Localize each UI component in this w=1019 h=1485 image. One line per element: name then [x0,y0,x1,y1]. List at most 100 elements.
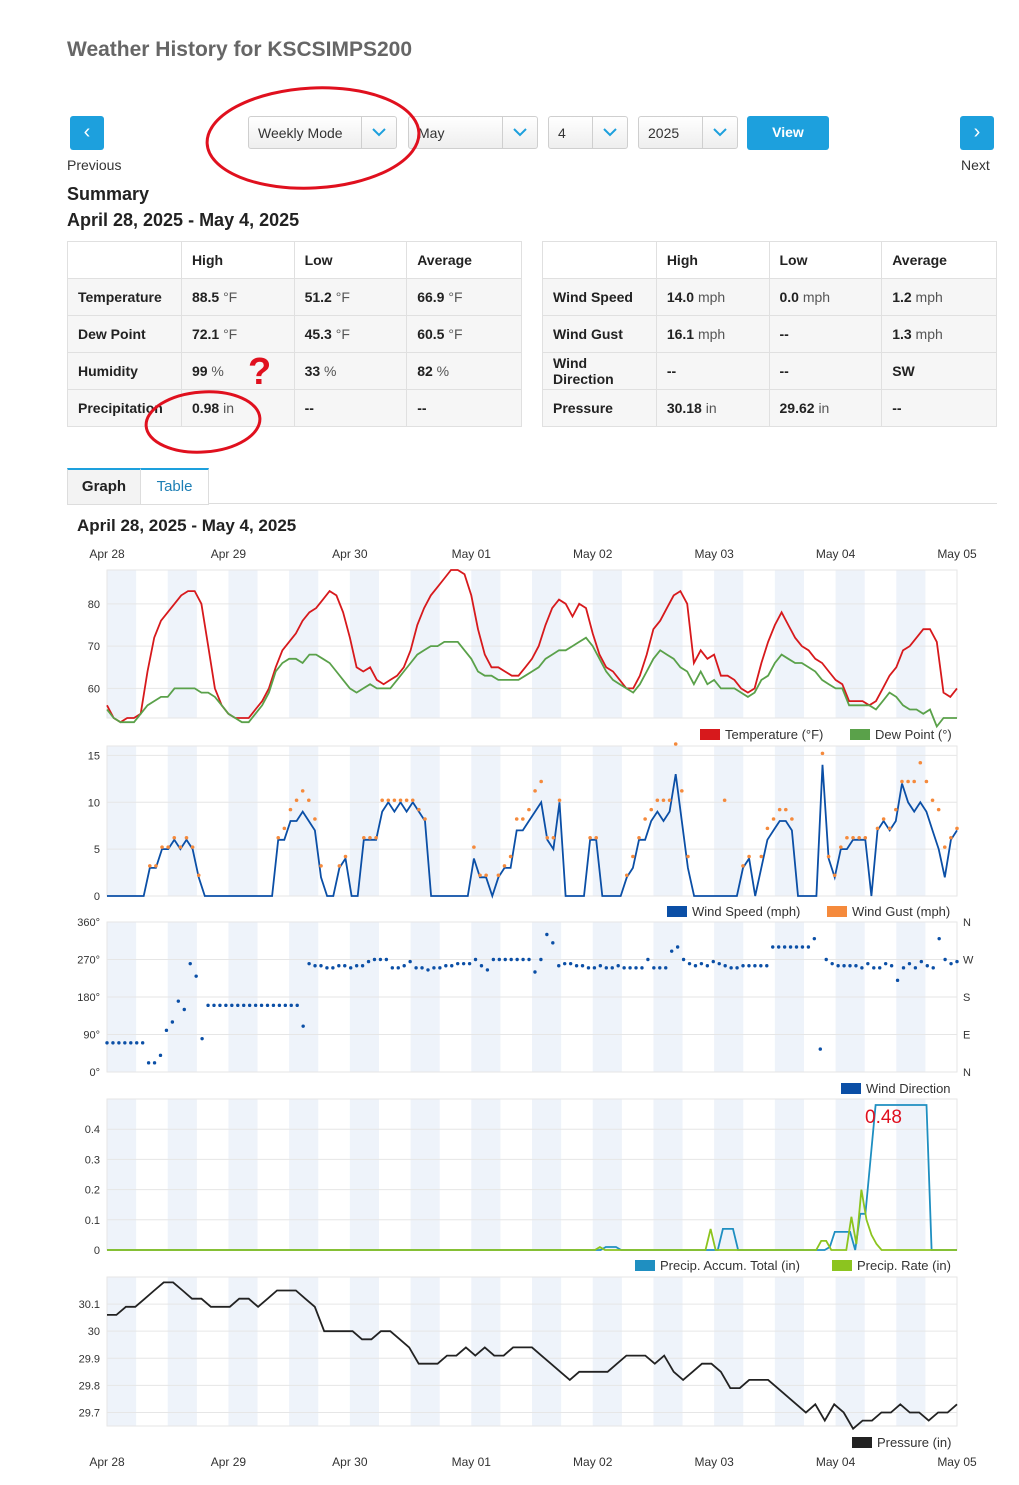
wind-direction-point [146,1061,151,1065]
night-band [349,570,379,718]
wind-gust-point [820,751,825,756]
wind-direction-point [717,961,721,966]
wind-gust-point [747,854,751,859]
wind-direction-point [765,964,769,968]
night-band [471,1277,501,1426]
wind-direction-point [562,961,567,966]
wind-gust-point [588,835,592,840]
wind-direction-point [313,964,317,968]
previous-button[interactable]: ‹ [70,116,104,150]
wind-direction-point [782,945,787,949]
wind-direction-point [152,1061,157,1065]
wind-direction-point [878,966,882,970]
wind-gust-point [484,873,488,878]
cell-high: 14.0 mph [655,278,770,316]
table-header: Low [293,241,408,279]
wind-gust-point [900,779,904,784]
wind-gust-point [496,873,501,878]
y-tick-label: 15 [88,750,100,762]
x-tick-label-top: May 01 [452,547,492,561]
wind-direction-point [527,957,531,962]
wind-direction-point [610,966,614,970]
night-band [167,1277,197,1426]
wind-gust-point [417,807,421,812]
x-tick-label-bottom: Apr 29 [211,1455,247,1469]
wind-direction-point [384,957,389,962]
wind-gust-point [924,779,929,784]
legend-swatch-temperature [700,729,720,740]
cell-low: 51.2 °F [293,278,408,316]
wind-gust-point [276,835,281,840]
legend-swatch-precip-rate [832,1260,852,1271]
night-band [714,746,744,896]
day-select[interactable]: 4 [548,116,628,149]
wind-direction-point [473,957,478,962]
wind-direction-point [420,966,424,970]
table-header: High [180,241,295,279]
wind-gust-point [166,845,170,849]
chevron-right-icon: › [973,121,981,143]
precip-rate-line [107,1189,957,1251]
legend-swatch-dew-point [850,729,870,740]
wind-direction-point [539,957,543,962]
chevron-left-icon: ‹ [83,121,91,143]
wind-direction-point [652,966,656,970]
wind-direction-point [426,968,430,972]
wind-direction-point [408,959,412,964]
wind-direction-point [319,964,323,968]
mode-select[interactable]: Weekly Mode [248,116,397,149]
wind-direction-point [800,945,805,949]
previous-label[interactable]: Previous [67,157,122,173]
wind-gust-point [508,854,513,859]
wind-gust-point [551,835,556,840]
wind-gust-point [423,817,427,821]
night-band [228,746,258,896]
wind-direction-point [533,970,537,974]
wind-direction-point [634,966,638,970]
table-row: Temperature 88.5 °F 51.2 °F 66.9 °F [67,278,522,316]
wind-direction-point [140,1041,145,1045]
tab-table[interactable]: Table [140,468,209,505]
wind-gust-point [845,835,849,840]
wind-direction-point [830,961,834,966]
row-label: Wind Speed [542,278,657,316]
table-header: Low [768,241,883,279]
night-band [653,1099,683,1250]
wind-direction-point [883,961,888,966]
wind-direction-point [735,966,739,970]
row-label: Temperature [67,278,182,316]
legend-label-pressure: Pressure (in) [877,1435,951,1450]
wind-gust-point [790,817,794,821]
wind-gust-point [881,817,886,821]
wind-gust-point [594,835,599,840]
highlight-circle-mode [205,86,421,190]
wind-gust-point [502,864,507,868]
wind-direction-point [378,957,383,962]
next-label[interactable]: Next [961,157,990,173]
legend-swatch-precip-accum [635,1260,655,1271]
night-band [592,1099,622,1250]
cell-high: 30.18 in [655,389,770,427]
wind-gust-point [839,845,843,849]
legend-swatch-pressure [852,1437,872,1448]
wind-gust-point [777,807,782,812]
month-select[interactable]: May [408,116,538,149]
wind-gust-point [667,798,672,803]
y-tick-label: 80 [88,599,100,611]
wind-direction-point [247,1003,252,1008]
wind-gust-point [875,826,880,831]
table-header [67,241,182,279]
year-select[interactable]: 2025 [638,116,738,149]
cell-high: 0.98 in [180,389,295,427]
wind-direction-point [741,964,745,968]
cell-high: 88.5 °F [180,278,295,316]
wind-direction-point [913,966,918,970]
cell-low: -- [768,315,883,353]
view-button[interactable]: View [747,116,829,150]
wind-direction-point [343,964,347,968]
tab-graph[interactable]: Graph [67,468,141,505]
wind-direction-point [580,964,585,968]
wind-gust-point [472,845,476,849]
table-header [542,241,657,279]
next-button[interactable]: › [960,116,994,150]
